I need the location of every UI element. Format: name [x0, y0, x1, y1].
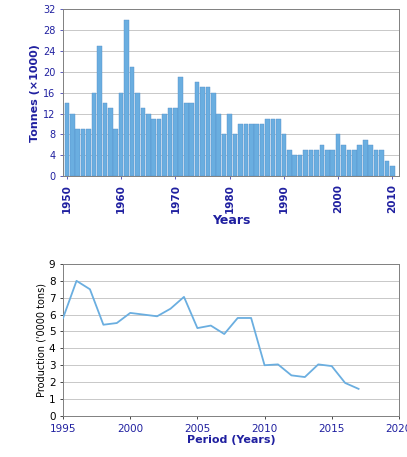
Bar — [70, 114, 74, 176]
Bar — [217, 114, 221, 176]
Bar — [385, 160, 389, 176]
X-axis label: Years: Years — [212, 214, 250, 227]
Bar — [325, 150, 330, 176]
Bar — [228, 114, 232, 176]
Bar — [92, 93, 96, 176]
Y-axis label: Tonnes (×1000): Tonnes (×1000) — [30, 44, 40, 142]
Bar — [276, 119, 281, 176]
Bar — [114, 129, 118, 176]
Bar — [243, 124, 248, 176]
Bar — [200, 87, 205, 176]
Bar — [292, 155, 297, 176]
Bar — [206, 87, 210, 176]
Bar — [130, 67, 134, 176]
Bar — [162, 114, 167, 176]
Bar — [249, 124, 254, 176]
Bar — [151, 119, 156, 176]
Bar — [233, 134, 237, 176]
Bar — [140, 108, 145, 176]
Bar — [374, 150, 379, 176]
Bar — [65, 103, 69, 176]
Bar — [309, 150, 313, 176]
Bar — [179, 77, 183, 176]
Bar — [86, 129, 91, 176]
Bar — [282, 134, 286, 176]
Bar — [363, 140, 368, 176]
Bar — [314, 150, 319, 176]
Bar — [75, 129, 80, 176]
Bar — [97, 46, 102, 176]
Bar — [81, 129, 85, 176]
Bar — [222, 134, 227, 176]
Bar — [119, 93, 123, 176]
Bar — [347, 150, 351, 176]
Bar — [319, 145, 324, 176]
Bar — [303, 150, 308, 176]
Bar — [157, 119, 162, 176]
Bar — [195, 82, 199, 176]
Bar — [357, 145, 362, 176]
Bar — [168, 108, 172, 176]
X-axis label: Period (Years): Period (Years) — [187, 435, 275, 445]
Bar — [135, 93, 140, 176]
Bar — [341, 145, 346, 176]
Bar — [265, 119, 270, 176]
Bar — [330, 150, 335, 176]
Bar — [352, 150, 357, 176]
Bar — [254, 124, 259, 176]
Bar — [184, 103, 188, 176]
Bar — [379, 150, 384, 176]
Bar — [173, 108, 178, 176]
Y-axis label: Production ('0000 tons): Production ('0000 tons) — [36, 283, 46, 397]
Bar — [108, 108, 113, 176]
Bar — [368, 145, 373, 176]
Bar — [124, 20, 129, 176]
Bar — [211, 93, 216, 176]
Bar — [103, 103, 107, 176]
Bar — [271, 119, 275, 176]
Bar — [189, 103, 194, 176]
Bar — [146, 114, 151, 176]
Bar — [298, 155, 302, 176]
Bar — [287, 150, 291, 176]
Bar — [238, 124, 243, 176]
Bar — [260, 124, 265, 176]
Bar — [390, 166, 395, 176]
Bar — [336, 134, 340, 176]
